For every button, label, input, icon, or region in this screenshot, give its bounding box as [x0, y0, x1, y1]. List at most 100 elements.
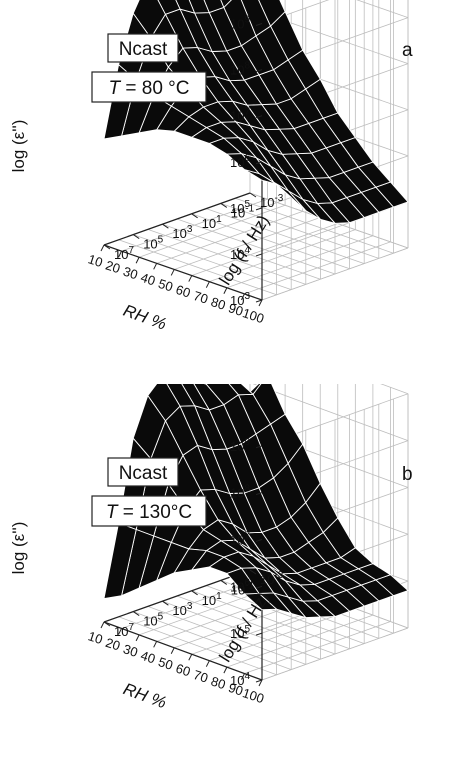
- x-tick-mark: [258, 299, 263, 307]
- temperature-value: = 130°C: [117, 502, 192, 523]
- y-tick-label: 105: [143, 612, 163, 629]
- z-tick-label: 104: [230, 671, 250, 688]
- x-tick-label: 80: [209, 294, 227, 313]
- x-tick-mark: [170, 269, 175, 276]
- y-tick-mark: [103, 621, 111, 627]
- z-tick-exp: 7: [244, 107, 250, 118]
- x-axis-line: [103, 244, 263, 301]
- y-tick-exp: 3: [187, 224, 193, 235]
- x-tick-mark: [153, 641, 158, 648]
- z-tick-mark: [255, 23, 263, 26]
- wall-gridline: [380, 384, 409, 395]
- z-tick-mark: [255, 632, 263, 636]
- x-tick-label: 20: [104, 257, 122, 276]
- x-tick-mark: [100, 621, 105, 629]
- z-tick-exp: 4: [244, 245, 250, 256]
- annotation-group: Ncast T = 80 °C: [91, 33, 207, 103]
- y-tick-label: 103: [172, 601, 192, 618]
- temperature-label: T = 130°C: [106, 502, 192, 523]
- x-tick-mark: [240, 673, 245, 680]
- y-tick-exp: -1: [245, 580, 254, 591]
- x-tick-label: 70: [192, 288, 210, 307]
- floor-gridline: [133, 611, 292, 670]
- z-tick-exp: 7: [244, 530, 250, 541]
- x-tick-label: 30: [121, 264, 139, 283]
- z-tick-mark: [255, 299, 263, 303]
- x-tick-mark: [170, 647, 175, 655]
- z-tick-base: 10: [230, 673, 244, 688]
- z-tick-label: 104: [230, 245, 250, 262]
- y-tick-mark: [132, 611, 140, 617]
- y-tick-label: 10-1: [231, 203, 255, 220]
- y-tick-label: 105: [143, 235, 163, 252]
- y-tick-mark: [191, 590, 198, 596]
- surface-cell: [157, 0, 181, 15]
- z-tick-label: 107: [230, 107, 250, 124]
- z-tick-base: 10: [230, 579, 244, 594]
- x-tick-label: 60: [174, 661, 192, 680]
- y-tick-mark: [162, 600, 169, 606]
- x-tick-label: 50: [156, 276, 174, 295]
- y-tick-base: 10: [231, 582, 245, 597]
- y-tick-exp: 5: [158, 235, 164, 246]
- z-tick-base: 10: [230, 17, 244, 32]
- x-tick-label: 10: [86, 251, 104, 270]
- z-tick-exp: 8: [244, 61, 250, 72]
- y-tick-label: 103: [172, 224, 192, 241]
- floor-gridline: [176, 595, 336, 655]
- floor-gridline: [147, 606, 306, 665]
- z-tick-label: 109: [230, 15, 250, 32]
- x-tick-label: 90: [227, 300, 245, 319]
- x-tick-label: 60: [174, 282, 192, 301]
- floor-gridline: [191, 590, 350, 650]
- y-tick-exp: -1: [245, 203, 254, 214]
- y-tick-label: 101: [202, 591, 222, 608]
- chart-panel-a: 1091081071061051041031009080706050403020…: [9, 0, 413, 334]
- floor-gridline: [191, 213, 350, 270]
- floor-gridline: [206, 208, 365, 264]
- floor-gridline: [118, 616, 277, 676]
- z-tick-mark: [255, 445, 263, 449]
- y-tick-base: 10: [260, 195, 274, 210]
- z-tick-exp: 5: [244, 624, 250, 635]
- y-tick-mark: [249, 192, 257, 198]
- surface-cell: [188, 0, 210, 14]
- z-tick-exp: 6: [244, 577, 250, 588]
- y-axis-line: [103, 569, 251, 623]
- z-tick-base: 10: [230, 532, 244, 547]
- floor-gridline: [220, 203, 379, 259]
- y-tick-mark: [162, 223, 169, 229]
- z-tick-base: 10: [230, 439, 244, 454]
- z-tick-exp: 9: [244, 15, 250, 26]
- y-tick-exp: 7: [128, 622, 134, 633]
- z-tick-base: 10: [230, 486, 244, 501]
- z-tick-exp: 3: [244, 291, 250, 302]
- z-tick-exp: 8: [244, 484, 250, 495]
- x-tick-mark: [258, 679, 263, 687]
- y-tick-exp: 3: [187, 601, 193, 612]
- y-tick-mark: [249, 569, 257, 575]
- y-tick-label: 107: [114, 622, 134, 639]
- z-tick-base: 10: [230, 201, 244, 216]
- z-tick-base: 10: [230, 626, 244, 641]
- y-tick-label: 101: [202, 214, 222, 231]
- z-tick-label: 109: [230, 437, 250, 454]
- x-tick-mark: [135, 634, 140, 642]
- y-tick-base: 10: [114, 624, 128, 639]
- x-tick-label: 30: [121, 641, 139, 660]
- surface: [103, 0, 409, 225]
- x-tick-mark: [205, 281, 210, 288]
- panel-label: a: [402, 40, 413, 61]
- x-tick-mark: [118, 628, 123, 635]
- temperature-label: T = 80 °C: [109, 78, 190, 99]
- temperature-box: [91, 495, 207, 527]
- z-tick-base: 10: [230, 247, 244, 262]
- x-tick-mark: [223, 287, 228, 295]
- x-tick-label: 50: [156, 654, 174, 673]
- x-tick-mark: [153, 263, 158, 270]
- z-tick-label: 106: [230, 153, 250, 170]
- y-axis-label: log (f / Hz): [216, 212, 274, 289]
- floor-gridline: [162, 223, 321, 280]
